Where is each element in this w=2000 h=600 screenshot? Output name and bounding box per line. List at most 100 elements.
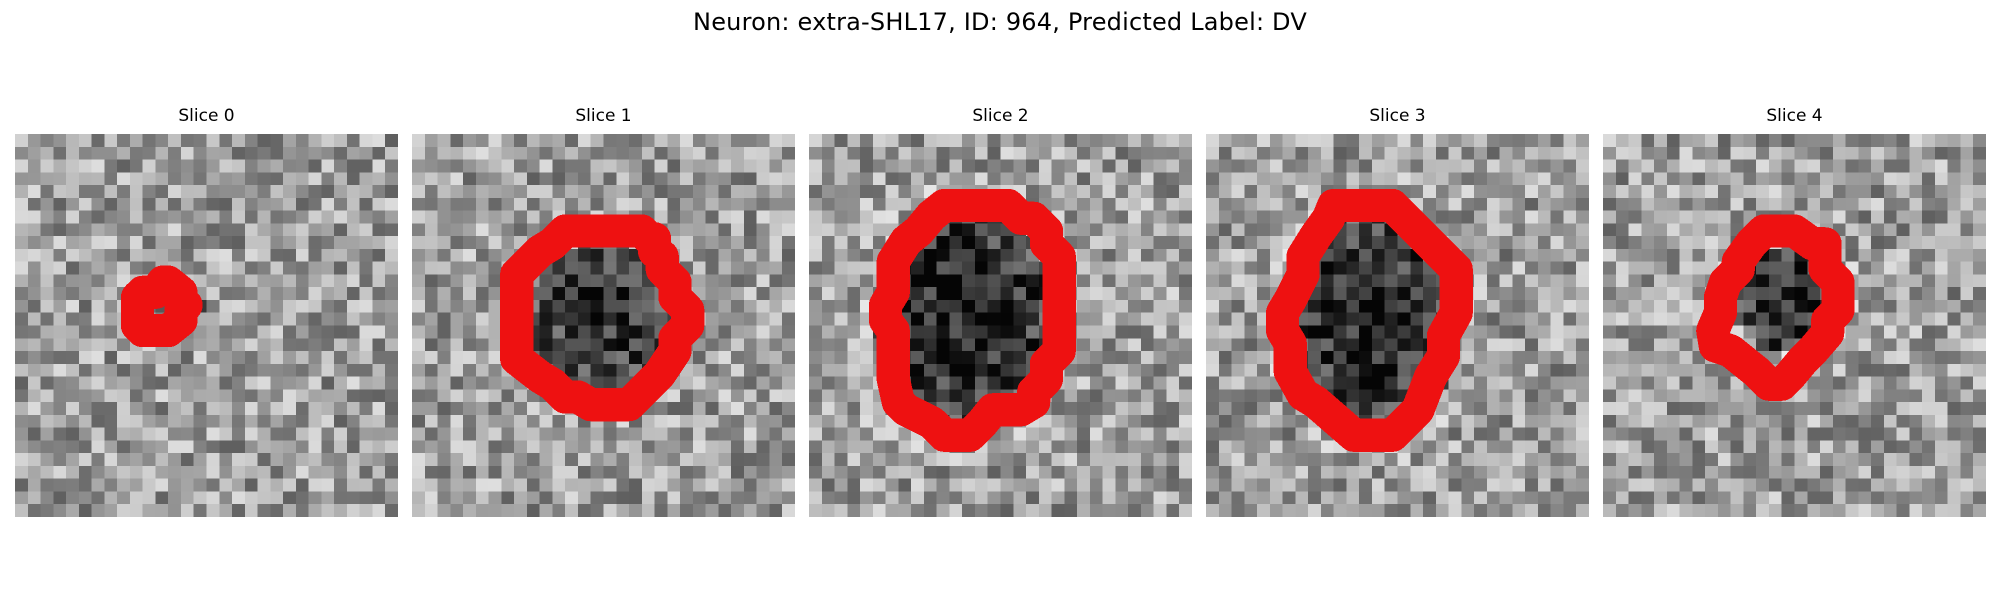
pixel: [577, 453, 591, 467]
pixel: [78, 427, 92, 441]
pixel: [539, 427, 553, 441]
pixel: [1654, 427, 1668, 441]
pixel: [1537, 172, 1551, 186]
pixel: [142, 478, 156, 492]
pixel: [155, 223, 169, 237]
pixel: [1206, 478, 1220, 492]
pixel: [834, 376, 848, 390]
pixel: [1320, 261, 1334, 275]
pixel: [1257, 197, 1271, 211]
pixel: [1537, 389, 1551, 403]
pixel: [168, 389, 182, 403]
pixel: [104, 351, 118, 365]
pixel: [1231, 325, 1245, 339]
pixel: [1576, 172, 1589, 186]
pixel: [129, 440, 143, 454]
pixel: [1845, 478, 1859, 492]
pixel: [1153, 299, 1167, 313]
pixel: [809, 414, 823, 428]
pixel: [1550, 453, 1564, 467]
pixel: [577, 504, 591, 517]
pixel: [1909, 478, 1923, 492]
pixel: [1576, 197, 1589, 211]
pixel: [1960, 287, 1974, 301]
pixel: [1435, 440, 1449, 454]
pixel: [1461, 223, 1475, 237]
pixel: [1140, 465, 1154, 479]
pixel: [667, 440, 681, 454]
pixel: [15, 223, 29, 237]
pixel: [885, 159, 899, 173]
pixel: [1257, 248, 1271, 262]
pixel: [244, 414, 258, 428]
pixel: [1000, 134, 1014, 148]
pixel: [78, 185, 92, 199]
pixel: [1128, 453, 1142, 467]
pixel: [1705, 427, 1719, 441]
pixel: [911, 465, 925, 479]
pixel: [1038, 185, 1052, 199]
pixel: [78, 504, 92, 517]
pixel: [1781, 414, 1795, 428]
pixel: [821, 261, 835, 275]
pixel: [66, 248, 80, 262]
pixel: [346, 146, 360, 160]
pixel: [756, 185, 770, 199]
pixel: [1550, 223, 1564, 237]
pixel: [769, 427, 783, 441]
pixel: [308, 325, 322, 339]
pixel: [1423, 440, 1437, 454]
pixel: [936, 491, 950, 505]
pixel: [1320, 465, 1334, 479]
pixel: [809, 134, 823, 148]
pixel: [1730, 427, 1744, 441]
pixel: [1756, 299, 1770, 313]
pixel: [257, 312, 271, 326]
roi-contour: [869, 188, 1076, 452]
pixel: [1089, 299, 1103, 313]
pixel: [603, 134, 617, 148]
pixel: [1269, 261, 1283, 275]
pixel: [117, 261, 131, 275]
pixel: [1179, 299, 1192, 313]
pixel: [923, 287, 937, 301]
pixel: [1550, 210, 1564, 224]
pixel: [66, 223, 80, 237]
pixel: [308, 146, 322, 160]
pixel: [1206, 312, 1220, 326]
pixel: [450, 274, 464, 288]
pixel: [1064, 402, 1078, 416]
pixel: [91, 146, 105, 160]
pixel: [872, 478, 886, 492]
pixel: [219, 325, 233, 339]
pixel: [321, 363, 335, 377]
pixel: [1845, 338, 1859, 352]
pixel: [834, 261, 848, 275]
pixel: [475, 402, 489, 416]
pixel: [705, 261, 719, 275]
pixel: [1269, 465, 1283, 479]
pixel: [1346, 287, 1360, 301]
pixel: [142, 236, 156, 250]
pixel: [743, 478, 757, 492]
pixel: [27, 363, 41, 377]
pixel: [1410, 351, 1424, 365]
pixel: [1615, 338, 1629, 352]
pixel: [1038, 504, 1052, 517]
pixel: [1128, 440, 1142, 454]
pixel: [40, 440, 54, 454]
pixel: [1628, 504, 1642, 517]
pixel: [1128, 210, 1142, 224]
pixel: [385, 261, 398, 275]
pixel: [769, 248, 783, 262]
pixel: [308, 453, 322, 467]
pixel: [769, 376, 783, 390]
pixel: [705, 134, 719, 148]
pixel: [1499, 261, 1513, 275]
pixel: [1934, 338, 1948, 352]
pixel: [1641, 210, 1655, 224]
pixel: [1820, 185, 1834, 199]
pixel: [104, 427, 118, 441]
pixel: [424, 159, 438, 173]
pixel: [385, 210, 398, 224]
